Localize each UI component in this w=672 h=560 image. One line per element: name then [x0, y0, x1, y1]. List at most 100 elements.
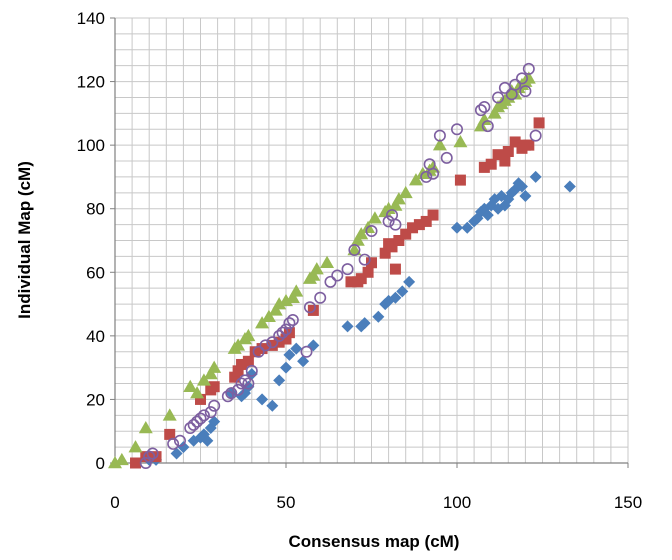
data-point-diamond [481, 209, 494, 222]
series-triangle [108, 71, 536, 469]
data-point-square [355, 273, 367, 285]
data-point-circle [433, 129, 446, 142]
data-point-circle [450, 123, 463, 136]
data-point-diamond [451, 221, 463, 234]
data-point-triangle [162, 408, 177, 421]
data-point-triangle [241, 328, 256, 342]
data-point-diamond [208, 415, 221, 428]
data-point-diamond [297, 355, 310, 368]
data-point-triangle [309, 262, 324, 275]
data-point-square [523, 139, 535, 151]
data-point-square [502, 146, 514, 157]
data-point-circle [365, 224, 378, 237]
data-point-circle [529, 129, 542, 142]
data-point-triangle [521, 71, 536, 84]
y-tick-label: 100 [77, 136, 105, 155]
data-point-circle [478, 101, 491, 114]
data-point-square [345, 276, 357, 288]
data-point-triangle [320, 255, 335, 268]
data-point-triangle [196, 373, 211, 386]
data-point-square [362, 266, 374, 278]
data-point-square [420, 215, 432, 227]
x-tick-label: 100 [443, 493, 471, 512]
data-point-circle [474, 104, 487, 117]
data-point-triangle [183, 379, 198, 392]
data-point-circle [389, 218, 402, 231]
data-point-circle [242, 377, 255, 390]
data-point-diamond [242, 380, 255, 393]
data-point-triangle [108, 456, 122, 469]
data-point-circle [300, 345, 313, 358]
data-point-diamond [256, 393, 269, 406]
series-diamond [143, 170, 576, 466]
data-point-square [195, 393, 206, 405]
series-square [130, 117, 545, 469]
axes-layer [110, 17, 629, 468]
data-point-circle [273, 329, 286, 342]
data-point-circle [276, 326, 289, 339]
data-point-triangle [231, 338, 246, 351]
data-point-diamond [515, 180, 528, 193]
data-point-circle [204, 406, 217, 419]
data-point-triangle [432, 138, 447, 151]
data-point-diamond [529, 170, 542, 183]
data-point-circle [515, 72, 528, 85]
y-tick-label: 120 [77, 73, 105, 92]
data-point-square [229, 371, 241, 383]
data-point-triangle [207, 360, 222, 373]
data-point-triangle [487, 106, 502, 119]
data-point-triangle [203, 367, 218, 380]
data-point-circle [173, 434, 186, 447]
data-point-diamond [290, 342, 303, 355]
data-point-circle [303, 301, 316, 314]
data-point-diamond [280, 361, 292, 374]
data-point-diamond [563, 180, 576, 193]
data-point-circle [191, 415, 204, 428]
data-point-square [236, 358, 248, 370]
data-point-circle [167, 437, 180, 450]
data-point-triangle [114, 452, 129, 466]
data-point-circle [143, 450, 156, 463]
data-point-circle [492, 91, 505, 104]
y-tick-label: 40 [86, 327, 105, 346]
labels-layer: Consensus map (cM) Individual Map (cM) 0… [15, 9, 642, 551]
data-point-diamond [307, 339, 320, 352]
data-point-diamond [372, 310, 385, 323]
data-point-square [164, 428, 176, 440]
data-point-diamond [266, 399, 279, 412]
data-point-square [379, 247, 391, 259]
data-point-triangle [350, 233, 365, 246]
data-point-triangle [279, 293, 293, 307]
data-point-triangle [508, 87, 523, 100]
data-point-diamond [396, 285, 409, 298]
data-point-triangle [398, 185, 413, 199]
data-point-square [266, 339, 278, 351]
data-point-square [400, 228, 412, 240]
data-point-triangle [367, 211, 382, 224]
data-point-circle [331, 269, 344, 282]
data-point-circle [187, 418, 200, 431]
data-point-circle [252, 345, 265, 358]
data-point-square [366, 257, 377, 269]
data-point-circle [314, 291, 327, 304]
x-axis-title: Consensus map (cM) [289, 532, 460, 551]
data-point-circle [420, 170, 433, 183]
data-point-triangle [306, 268, 321, 281]
data-point-triangle [255, 316, 270, 329]
data-point-circle [235, 377, 248, 390]
data-point-square [249, 346, 261, 358]
data-point-circle [522, 62, 535, 75]
data-point-circle [440, 151, 453, 164]
data-point-circle [194, 412, 207, 425]
x-tick-label: 150 [614, 493, 642, 512]
data-point-square [413, 219, 425, 231]
data-point-square [273, 336, 285, 348]
data-point-triangle [408, 173, 423, 186]
data-point-diamond [389, 291, 402, 304]
data-point-square [499, 155, 511, 167]
data-point-triangle [388, 198, 403, 211]
data-point-triangle [272, 297, 287, 310]
series-circle-open [139, 62, 542, 469]
